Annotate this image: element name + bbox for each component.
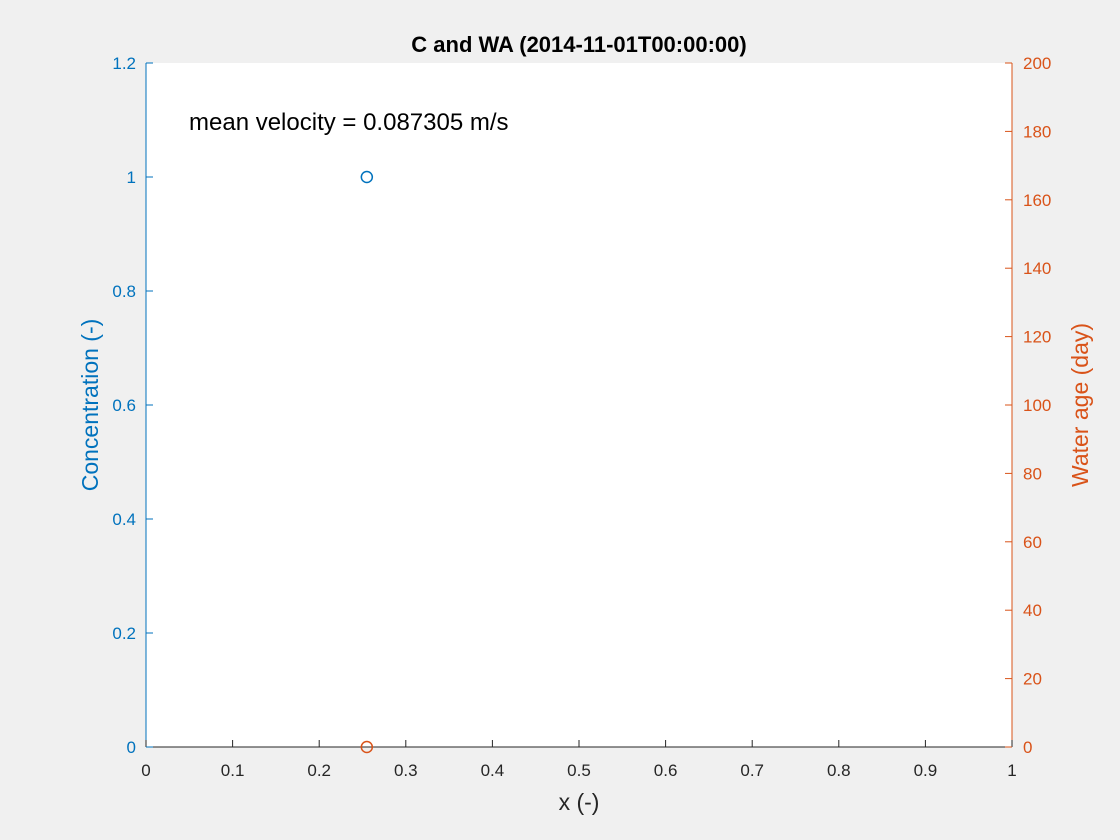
y-left-tick-label: 0.6 — [112, 396, 136, 415]
x-tick-label: 0.9 — [914, 761, 938, 780]
y-right-tick-label: 200 — [1023, 54, 1051, 73]
x-tick-label: 0.7 — [740, 761, 764, 780]
y-axis-right-label: Water age (day) — [1067, 323, 1093, 487]
water-age-point — [360, 740, 374, 754]
y-right-tick-label: 140 — [1023, 259, 1051, 278]
x-tick-label: 0.5 — [567, 761, 591, 780]
y-right-tick-label: 60 — [1023, 533, 1042, 552]
y-right-tick-label: 160 — [1023, 191, 1051, 210]
y-right-tick-label: 40 — [1023, 601, 1042, 620]
y-right-tick-label: 20 — [1023, 670, 1042, 689]
x-tick-label: 1 — [1007, 761, 1016, 780]
y-axis-left-label: Concentration (-) — [77, 319, 103, 492]
y-right-tick-label: 0 — [1023, 738, 1032, 757]
x-tick-label: 0.3 — [394, 761, 418, 780]
x-tick-label: 0.2 — [307, 761, 331, 780]
x-tick-label: 0.8 — [827, 761, 851, 780]
y-left-tick-label: 0.4 — [112, 510, 136, 529]
y-left-tick-label: 0 — [127, 738, 136, 757]
y-left-tick-label: 0.2 — [112, 624, 136, 643]
x-axis-label: x (-) — [559, 789, 600, 815]
y-left-tick-label: 1 — [127, 168, 136, 187]
x-tick-label: 0.1 — [221, 761, 245, 780]
y-right-tick-label: 120 — [1023, 328, 1051, 347]
y-right-tick-label: 80 — [1023, 464, 1042, 483]
y-left-tick-label: 1.2 — [112, 54, 136, 73]
x-tick-label: 0.4 — [481, 761, 505, 780]
y-right-tick-label: 180 — [1023, 122, 1051, 141]
concentration-point — [360, 170, 374, 184]
data-markers — [360, 170, 374, 754]
x-tick-label: 0.6 — [654, 761, 678, 780]
plot-area — [146, 63, 1012, 747]
chart-title: C and WA (2014-11-01T00:00:00) — [411, 32, 746, 57]
y-left-tick-label: 0.8 — [112, 282, 136, 301]
annotation-mean-velocity: mean velocity = 0.087305 m/s — [189, 109, 509, 136]
axes: 0 0.1 0.2 0.3 0.4 0.5 0.6 0.7 0.8 0.9 100.20.40.60… — [112, 54, 1051, 780]
x-tick-label: 0 — [141, 761, 150, 780]
y-right-tick-label: 100 — [1023, 396, 1051, 415]
